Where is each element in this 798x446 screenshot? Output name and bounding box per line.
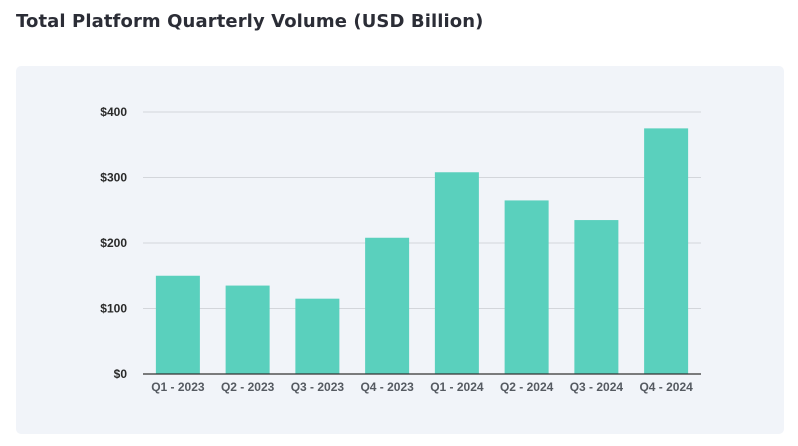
bar — [644, 128, 689, 374]
bar — [365, 237, 410, 374]
bar — [155, 275, 200, 374]
x-tick-label: Q2 - 2023 — [221, 380, 275, 394]
x-tick-label: Q4 - 2023 — [360, 380, 414, 394]
y-tick-label: $400 — [100, 105, 127, 119]
bar — [574, 220, 619, 374]
y-tick-label: $0 — [114, 367, 128, 381]
bar — [504, 200, 549, 374]
chart-title: Total Platform Quarterly Volume (USD Bil… — [16, 11, 484, 32]
x-tick-label: Q1 - 2024 — [430, 380, 484, 394]
x-tick-label: Q3 - 2024 — [570, 380, 624, 394]
bar — [434, 172, 479, 374]
y-tick-label: $100 — [100, 302, 127, 316]
y-tick-label: $200 — [100, 236, 127, 250]
bar — [225, 285, 270, 374]
x-tick-label: Q2 - 2024 — [500, 380, 554, 394]
y-tick-label: $300 — [100, 171, 127, 185]
x-tick-label: Q3 - 2023 — [291, 380, 345, 394]
bar — [295, 298, 340, 374]
x-tick-label: Q1 - 2023 — [151, 380, 205, 394]
x-tick-label: Q4 - 2024 — [639, 380, 693, 394]
